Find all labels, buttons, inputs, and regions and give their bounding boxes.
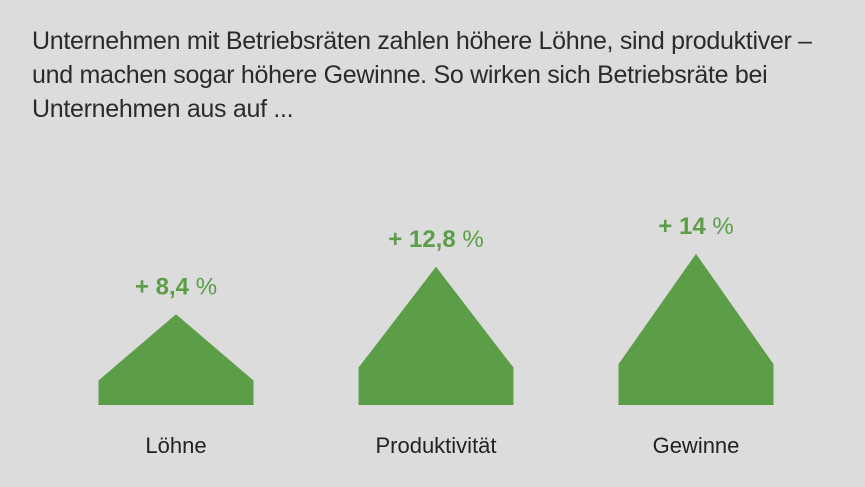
value-label: + 14 %: [658, 213, 733, 240]
category-label: Gewinne: [653, 433, 740, 458]
value-label: + 8,4 %: [135, 273, 217, 300]
bar-gewinne: [618, 253, 774, 405]
chart-title: Unternehmen mit Betriebsräten zahlen höh…: [32, 27, 812, 123]
category-label: Produktivität: [375, 433, 496, 458]
bar-löhne: [98, 314, 254, 405]
bar-produktivität: [358, 266, 514, 405]
category-label: Löhne: [145, 433, 206, 458]
value-label: + 12,8 %: [388, 226, 483, 253]
